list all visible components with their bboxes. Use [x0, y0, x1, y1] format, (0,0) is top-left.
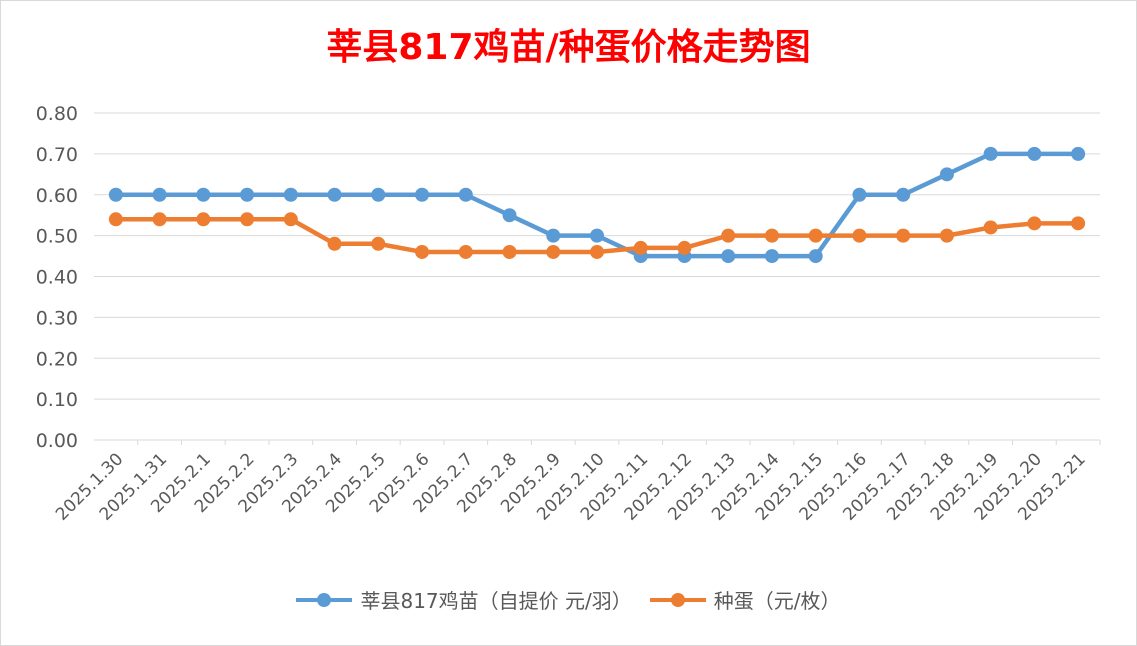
- data-point-series-1: [152, 212, 167, 227]
- data-point-series-1: [371, 236, 386, 251]
- data-point-series-0: [371, 187, 386, 202]
- data-point-series-1: [108, 212, 123, 227]
- legend-marker-egg: [649, 592, 706, 608]
- data-point-series-0: [502, 208, 517, 223]
- data-point-series-0: [852, 187, 867, 202]
- legend-label-egg: 种蛋（元/枚）: [713, 589, 841, 613]
- data-point-series-0: [808, 249, 823, 264]
- data-point-series-1: [852, 228, 867, 243]
- data-point-series-0: [458, 187, 473, 202]
- chart-legend: 莘县817鸡苗（自提价 元/羽） 种蛋（元/枚）: [0, 585, 1137, 614]
- data-point-series-0: [327, 187, 342, 202]
- y-tick-label: 0.50: [36, 226, 78, 248]
- data-point-series-0: [764, 249, 779, 264]
- data-point-series-1: [808, 228, 823, 243]
- data-point-series-1: [721, 228, 736, 243]
- data-point-series-0: [1071, 146, 1086, 161]
- legend-item-egg: 种蛋（元/枚）: [649, 585, 841, 614]
- data-point-series-1: [983, 220, 998, 235]
- y-tick-label: 0.70: [36, 144, 78, 166]
- data-point-series-0: [939, 167, 954, 182]
- data-point-series-1: [633, 240, 648, 255]
- data-point-series-0: [1027, 146, 1042, 161]
- data-point-series-1: [546, 244, 561, 259]
- data-point-series-0: [240, 187, 255, 202]
- data-point-series-0: [196, 187, 211, 202]
- data-point-series-1: [240, 212, 255, 227]
- y-tick-label: 0.40: [36, 267, 78, 289]
- data-point-series-1: [896, 228, 911, 243]
- legend-marker-chick: [296, 592, 353, 608]
- y-tick-label: 0.10: [36, 389, 78, 411]
- y-tick-label: 0.30: [36, 307, 78, 329]
- data-point-series-1: [677, 240, 692, 255]
- data-point-series-0: [152, 187, 167, 202]
- y-tick-label: 0.00: [36, 430, 78, 452]
- y-tick-label: 0.80: [36, 103, 78, 125]
- y-tick-label: 0.60: [36, 185, 78, 207]
- data-point-series-1: [327, 236, 342, 251]
- legend-item-chick: 莘县817鸡苗（自提价 元/羽）: [296, 585, 632, 614]
- data-point-series-0: [590, 228, 604, 243]
- data-point-series-1: [502, 244, 517, 259]
- data-point-series-1: [458, 244, 473, 259]
- data-point-series-1: [590, 244, 604, 259]
- data-point-series-1: [939, 228, 954, 243]
- data-point-series-1: [1071, 216, 1086, 231]
- data-point-series-1: [764, 228, 779, 243]
- data-point-series-1: [283, 212, 298, 227]
- data-point-series-0: [721, 249, 736, 264]
- data-point-series-0: [415, 187, 430, 202]
- data-point-series-0: [108, 187, 123, 202]
- data-point-series-1: [196, 212, 211, 227]
- data-point-series-0: [983, 146, 998, 161]
- data-point-series-0: [283, 187, 298, 202]
- data-point-series-1: [415, 244, 430, 259]
- y-tick-label: 0.20: [36, 348, 78, 370]
- data-point-series-0: [896, 187, 911, 202]
- data-point-series-1: [1027, 216, 1042, 231]
- legend-label-chick: 莘县817鸡苗（自提价 元/羽）: [360, 589, 632, 613]
- data-point-series-0: [546, 228, 561, 243]
- chart-title: 莘县817鸡苗/种蛋价格走势图: [326, 27, 811, 68]
